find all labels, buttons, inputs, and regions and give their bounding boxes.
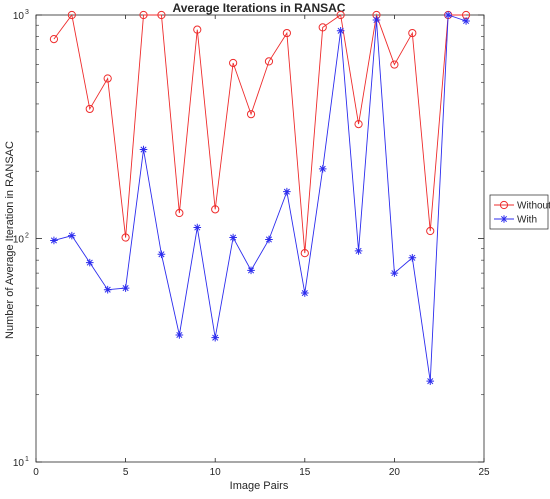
data-point bbox=[354, 247, 363, 255]
x-tick-label: 25 bbox=[478, 467, 490, 478]
data-point bbox=[426, 377, 435, 385]
x-tick-label: 15 bbox=[299, 467, 311, 478]
data-point bbox=[103, 74, 112, 83]
x-tick-label: 10 bbox=[210, 467, 222, 478]
data-point bbox=[193, 223, 202, 232]
data-point bbox=[499, 200, 509, 210]
data-point bbox=[121, 233, 130, 242]
data-point bbox=[500, 215, 508, 223]
data-point bbox=[265, 235, 273, 244]
data-point bbox=[390, 269, 399, 277]
data-point bbox=[50, 236, 58, 245]
legend-item: With bbox=[494, 215, 537, 226]
data-point bbox=[301, 289, 309, 297]
x-tick-label: 0 bbox=[33, 467, 39, 478]
plot-frame bbox=[35, 14, 485, 463]
data-point bbox=[300, 249, 309, 258]
legend: Without With bbox=[489, 194, 550, 230]
x-axis-label: Image Pairs bbox=[230, 480, 289, 492]
data-point bbox=[354, 119, 363, 129]
legend-label: Without bbox=[517, 201, 550, 212]
x-tick-label: 5 bbox=[123, 467, 129, 478]
y-tick-label: 10 bbox=[13, 235, 25, 246]
data-point bbox=[318, 23, 327, 32]
y-tick-exponent: 1 bbox=[25, 456, 29, 463]
data-point bbox=[372, 16, 381, 24]
data-point bbox=[139, 10, 148, 20]
data-point bbox=[247, 266, 255, 275]
data-point bbox=[336, 26, 345, 35]
data-point bbox=[193, 25, 202, 34]
data-point bbox=[68, 231, 76, 240]
legend-box bbox=[489, 194, 549, 230]
series-line bbox=[53, 13, 467, 254]
data-point bbox=[336, 10, 345, 20]
data-point bbox=[229, 233, 237, 242]
chart-title: Average Iterations in RANSAC bbox=[173, 1, 346, 15]
data-point bbox=[211, 333, 219, 342]
data-point bbox=[229, 58, 238, 68]
y-tick-exponent: 3 bbox=[25, 9, 29, 16]
data-point bbox=[246, 110, 256, 119]
y-axis-label: Number of Average Iteration in RANSAC bbox=[4, 141, 16, 339]
y-tick-label: 10 bbox=[13, 11, 25, 22]
legend-item: Without bbox=[494, 201, 550, 212]
data-point bbox=[121, 284, 130, 292]
data-point bbox=[211, 205, 220, 214]
data-point bbox=[103, 285, 112, 294]
series-with bbox=[50, 11, 470, 385]
data-point bbox=[408, 28, 417, 38]
x-tick-label: 20 bbox=[389, 467, 401, 478]
data-point bbox=[444, 11, 452, 19]
data-point bbox=[175, 331, 184, 339]
data-point bbox=[408, 253, 417, 262]
data-point bbox=[157, 250, 166, 259]
data-point bbox=[157, 10, 166, 20]
data-point bbox=[139, 145, 148, 154]
y-tick-label: 10 bbox=[13, 458, 25, 469]
data-point bbox=[85, 104, 94, 114]
y-tick-base: 10 bbox=[13, 235, 25, 246]
data-point bbox=[264, 57, 274, 66]
data-point bbox=[67, 10, 76, 20]
data-point bbox=[283, 187, 291, 196]
y-tick-exponent: 2 bbox=[25, 233, 29, 240]
data-point bbox=[462, 17, 470, 25]
legend-label: With bbox=[517, 215, 537, 226]
data-point bbox=[390, 60, 399, 69]
data-point bbox=[282, 28, 291, 38]
data-point bbox=[426, 226, 435, 236]
data-point bbox=[318, 165, 327, 173]
data-point bbox=[85, 258, 94, 267]
y-tick-base: 10 bbox=[13, 458, 25, 469]
y-tick-base: 10 bbox=[13, 11, 25, 22]
data-point bbox=[175, 208, 184, 218]
data-point bbox=[49, 35, 59, 44]
